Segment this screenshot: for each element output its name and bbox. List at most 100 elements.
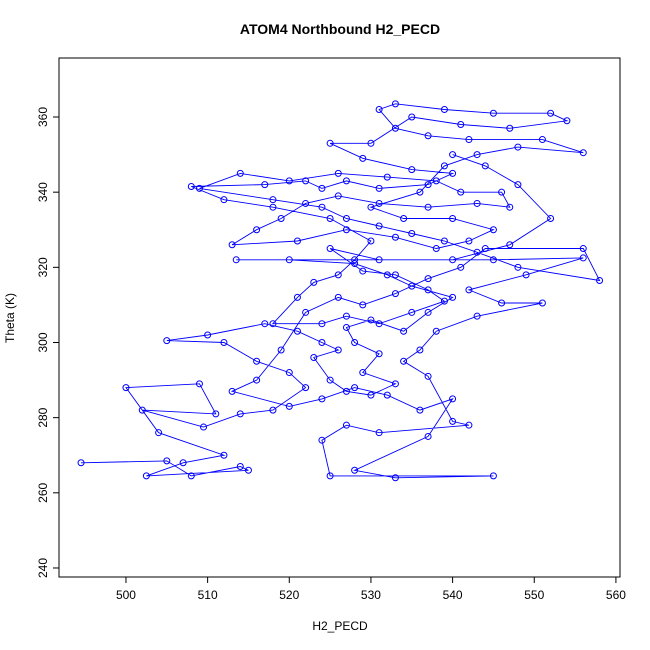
y-tick-label: 340 (36, 182, 50, 202)
data-point (179, 459, 187, 467)
data-point (302, 199, 310, 207)
data-point (383, 173, 391, 181)
data-point (547, 214, 555, 222)
data-point (375, 222, 383, 230)
data-point (351, 338, 359, 346)
data-point (449, 151, 457, 159)
data-point (489, 256, 497, 264)
data-point (155, 429, 163, 437)
data-point (228, 241, 236, 249)
data-point (375, 199, 383, 207)
y-tick-label: 280 (36, 407, 50, 427)
data-point (506, 203, 514, 211)
data-point (440, 297, 448, 305)
data-point (261, 181, 269, 189)
data-point (375, 350, 383, 358)
data-point (424, 132, 432, 140)
data-point (432, 327, 440, 335)
data-point (310, 354, 318, 362)
x-tick-label: 560 (606, 588, 626, 602)
data-point (440, 237, 448, 245)
data-point (302, 177, 310, 185)
data-point (195, 184, 203, 192)
data-point (465, 421, 473, 429)
data-point (318, 436, 326, 444)
data-point (375, 429, 383, 437)
data-point (449, 293, 457, 301)
data-point (244, 466, 252, 474)
data-point (489, 226, 497, 234)
data-point (236, 463, 244, 471)
data-point (293, 327, 301, 335)
data-point (187, 183, 195, 191)
data-point (310, 278, 318, 286)
data-point (261, 320, 269, 328)
data-point (342, 214, 350, 222)
data-point (359, 267, 367, 275)
data-point (293, 237, 301, 245)
data-point (424, 275, 432, 283)
data-point (424, 286, 432, 294)
data-point (457, 121, 465, 129)
data-point (465, 237, 473, 245)
data-point (440, 105, 448, 113)
data-point (204, 331, 212, 339)
chart-title: ATOM4 Northbound H2_PECD (240, 21, 440, 37)
data-point (269, 203, 277, 211)
data-point (163, 457, 171, 465)
x-tick-label: 510 (198, 588, 218, 602)
data-point (506, 241, 514, 249)
data-point (232, 256, 240, 264)
data-point (408, 230, 416, 238)
data-point (375, 320, 383, 328)
data-point (187, 472, 195, 480)
data-point (547, 109, 555, 117)
data-point (236, 169, 244, 177)
x-tick-label: 520 (279, 588, 299, 602)
data-point (465, 286, 473, 294)
data-point (489, 109, 497, 117)
data-point (375, 256, 383, 264)
y-tick-label: 300 (36, 332, 50, 352)
data-point (163, 337, 171, 345)
data-point (408, 166, 416, 174)
data-point (367, 316, 375, 324)
data-point (400, 327, 408, 335)
data-point (465, 136, 473, 144)
data-point (253, 376, 261, 384)
data-point (400, 357, 408, 365)
data-point (538, 136, 546, 144)
data-point (473, 312, 481, 320)
data-point (538, 299, 546, 307)
data-point (253, 226, 261, 234)
data-point (449, 256, 457, 264)
data-point (318, 184, 326, 192)
data-point (579, 245, 587, 253)
data-point (440, 162, 448, 170)
data-point (457, 188, 465, 196)
data-point (220, 196, 228, 204)
y-tick-label: 360 (36, 107, 50, 127)
data-point (391, 474, 399, 482)
data-point (432, 245, 440, 253)
data-point (481, 162, 489, 170)
data-point (351, 384, 359, 392)
x-tick-label: 530 (361, 588, 381, 602)
y-tick-label: 260 (36, 482, 50, 502)
data-point (269, 320, 277, 328)
plot-frame (58, 57, 621, 578)
data-point (424, 308, 432, 316)
data-point (408, 308, 416, 316)
data-point (293, 293, 301, 301)
data-point (318, 395, 326, 403)
data-point (342, 312, 350, 320)
data-point (383, 391, 391, 399)
data-point (473, 248, 481, 256)
data-point (408, 113, 416, 121)
x-tick-label: 540 (443, 588, 463, 602)
data-point (334, 271, 342, 279)
data-point (367, 237, 375, 245)
data-point (367, 139, 375, 147)
data-point (212, 410, 220, 418)
